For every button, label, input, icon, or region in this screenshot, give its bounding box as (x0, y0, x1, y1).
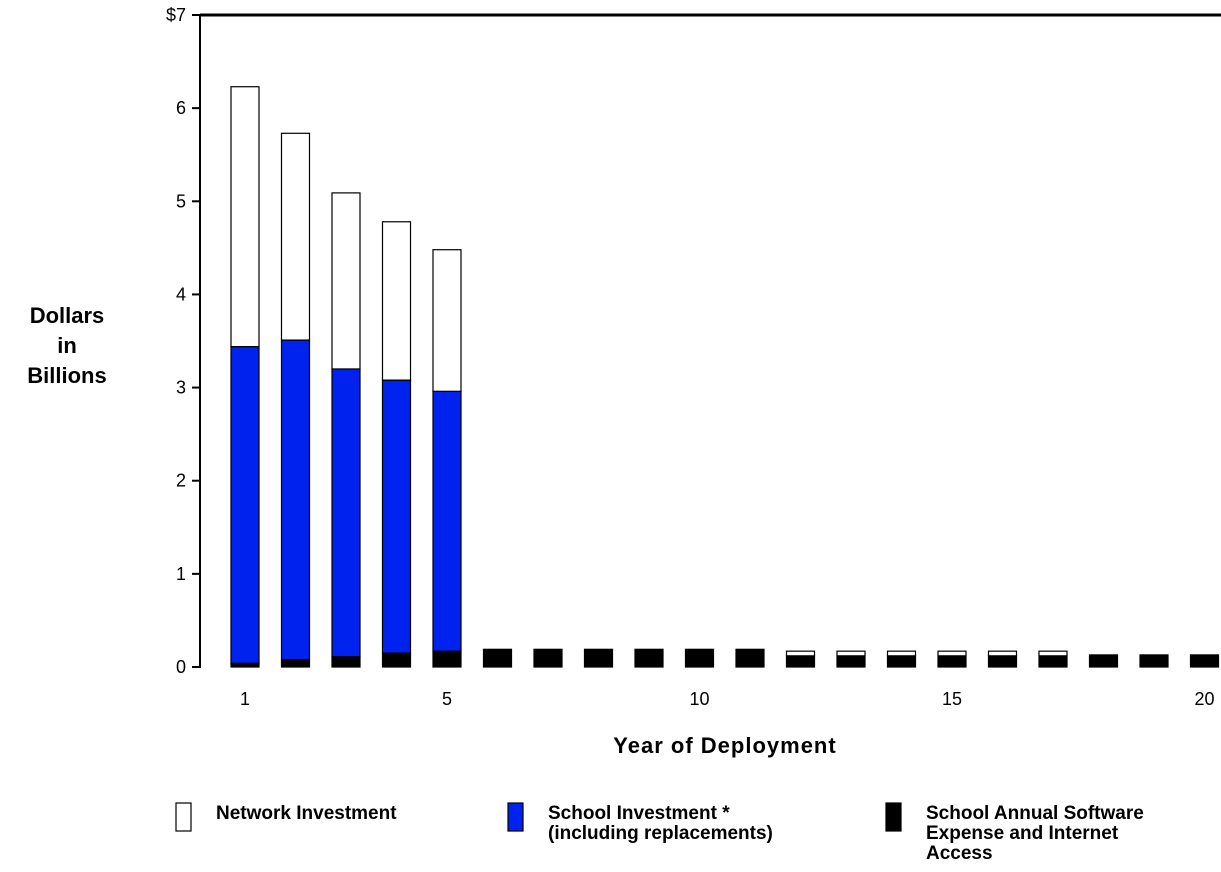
bar-segment-series-2-x-5 (432, 249, 462, 392)
bar-segment-series-0-x-12 (785, 655, 816, 668)
bar-segment-series-0-x-9 (634, 648, 664, 668)
bar-segment-series-0-x-6 (482, 648, 513, 668)
y-tick-label: 6 (176, 98, 186, 118)
bar-segment-series-0-x-14 (886, 655, 917, 668)
legend-label: (including replacements) (548, 823, 773, 844)
x-axis-label: Year of Deployment (613, 733, 836, 758)
y-tick-label: 2 (176, 471, 186, 491)
legend-label: Access (926, 843, 993, 864)
bar-segment-series-2-x-14 (886, 650, 917, 657)
bar-segment-series-0-x-16 (987, 655, 1018, 668)
y-tick-label: 4 (176, 284, 186, 304)
bar-segment-series-0-x-10 (684, 648, 715, 668)
bar-segment-series-2-x-16 (987, 650, 1018, 657)
bar-segment-series-0-x-4 (381, 652, 412, 668)
x-tick-label: 15 (942, 689, 962, 709)
x-tick-label: 20 (1194, 689, 1214, 709)
bar-segment-series-2-x-3 (331, 192, 361, 370)
bar-segment-series-0-x-3 (331, 656, 361, 668)
y-axis-label-line: Dollars (30, 303, 105, 328)
bar-segment-series-0-x-5 (432, 650, 462, 668)
legend-swatch (885, 802, 902, 832)
bar-segment-series-0-x-17 (1038, 655, 1068, 668)
x-tick-label: 1 (240, 689, 250, 709)
y-axis-label-line: in (57, 333, 77, 358)
bar-segment-series-2-x-2 (280, 132, 311, 341)
bar-segment-series-0-x-13 (836, 655, 866, 668)
y-axis-label: Dollars in Billions (27, 303, 106, 388)
bar-segment-series-0-x-18 (1088, 654, 1119, 668)
legend-label: Network Investment (216, 803, 397, 824)
legend: Network Investment School Investment *(in… (175, 802, 1144, 864)
legend-swatch (175, 802, 192, 832)
bar-segment-series-0-x-7 (533, 648, 563, 668)
bar-segment-series-0-x-11 (735, 648, 765, 668)
bar-segment-series-2-x-1 (230, 86, 260, 348)
y-axis: 0 1 2 3 4 5 6 $7 (166, 5, 200, 677)
bar-segment-series-2-x-17 (1038, 650, 1068, 657)
bar-segment-series-1-x-1 (230, 345, 260, 664)
y-tick-label: 3 (176, 378, 186, 398)
y-axis-label-line: Billions (27, 363, 106, 388)
bar-segment-series-0-x-19 (1139, 654, 1169, 668)
x-tick-label: 5 (442, 689, 452, 709)
bar-segment-series-0-x-20 (1189, 654, 1220, 668)
bars (230, 86, 1220, 668)
bar-segment-series-1-x-3 (331, 368, 361, 658)
bar-segment-series-2-x-4 (381, 221, 412, 381)
legend-label: School Annual Software (926, 803, 1144, 824)
bar-segment-series-2-x-13 (836, 650, 866, 657)
bar-segment-series-2-x-12 (785, 650, 816, 657)
bar-segment-series-1-x-4 (381, 379, 412, 654)
bar-segment-series-2-x-15 (937, 650, 967, 657)
x-axis: 1 5 10 15 20 (240, 689, 1215, 709)
legend-swatch (507, 802, 524, 832)
legend-label: School Investment * (548, 803, 730, 824)
bar-segment-series-1-x-2 (280, 339, 311, 661)
bar-segment-series-0-x-2 (280, 658, 311, 668)
bar-segment-series-0-x-8 (583, 648, 614, 668)
bar-segment-series-0-x-15 (937, 655, 967, 668)
x-tick-label: 10 (689, 689, 709, 709)
y-tick-label: 0 (176, 657, 186, 677)
y-tick-label: 1 (176, 564, 186, 584)
bar-segment-series-1-x-5 (432, 390, 462, 652)
y-tick-label: 5 (176, 191, 186, 211)
y-tick-label: $7 (166, 5, 186, 25)
legend-label: Expense and Internet (926, 823, 1119, 844)
plot-frame (199, 13, 1221, 668)
